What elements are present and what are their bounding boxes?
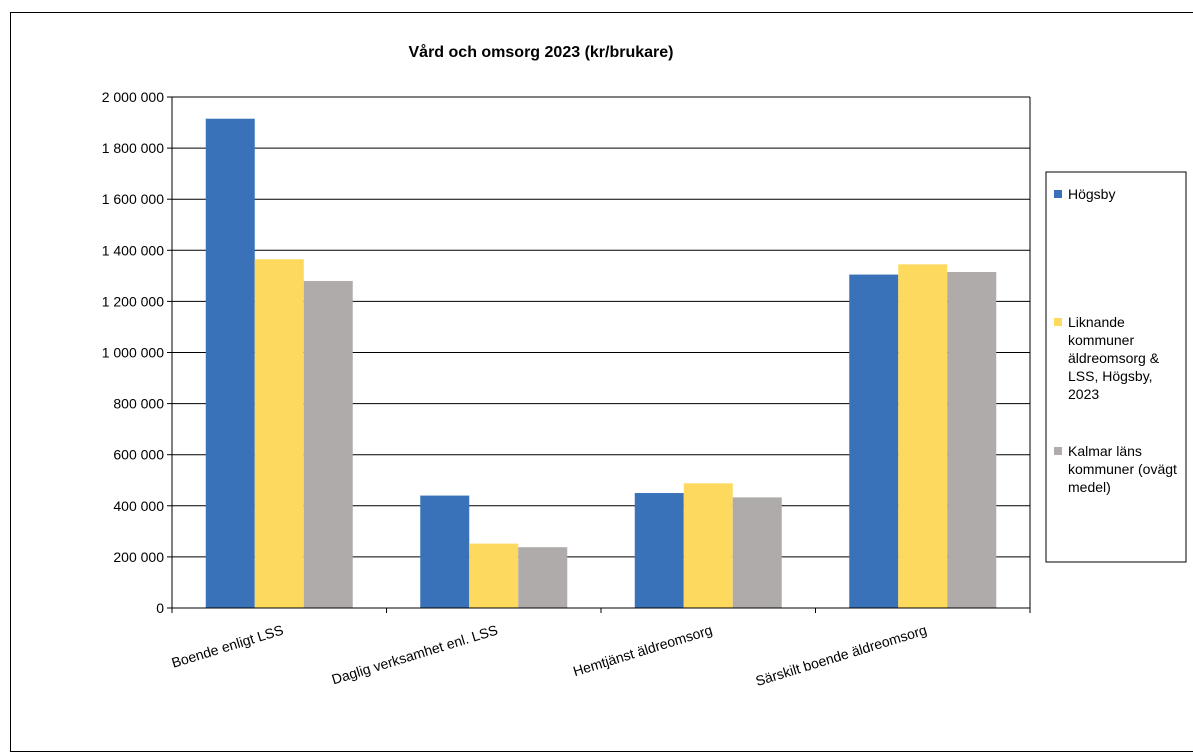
bar — [420, 495, 470, 608]
y-tick-label: 800 000 — [113, 396, 164, 412]
chart-title: Vård och omsorg 2023 (kr/brukare) — [409, 43, 674, 61]
legend: Högsby Liknande kommuner äldreomsorg & LSS, … — [1045, 171, 1187, 563]
y-tick-label: 200 000 — [113, 549, 164, 565]
x-tick-label: Hemtjänst äldreomsorg — [571, 622, 714, 680]
x-tick-label: Daglig verksamhet enl. LSS — [330, 622, 500, 688]
legend-swatch — [1054, 190, 1062, 198]
y-tick-label: 600 000 — [113, 447, 164, 463]
legend-label: Liknande kommuner äldreomsorg & LSS, Högsby… — [1068, 314, 1160, 402]
legend-label: Högsby — [1068, 186, 1115, 202]
bar — [634, 493, 684, 608]
bar — [898, 264, 948, 608]
axes — [167, 96, 1031, 613]
y-tick-label: 2 000 000 — [102, 89, 164, 105]
bar — [518, 547, 568, 608]
bar — [849, 274, 899, 608]
bar — [254, 259, 304, 608]
legend-swatch — [1054, 447, 1062, 455]
legend-box — [1045, 171, 1187, 563]
bar — [469, 543, 519, 608]
bars — [205, 118, 997, 608]
y-tick-labels: 0 200 000 400 000 600 000 800 000 1 000 000 1 … — [102, 89, 165, 616]
y-tick-label: 1 600 000 — [102, 191, 164, 207]
x-tick-label: Särskilt boende äldreomsorg — [754, 622, 929, 689]
bar — [683, 483, 733, 608]
bar — [947, 272, 997, 608]
y-tick-label: 1 800 000 — [102, 140, 164, 156]
x-tick-label: Boende enligt LSS — [170, 622, 286, 671]
legend-swatch — [1054, 318, 1062, 326]
bar — [303, 280, 353, 608]
y-tick-label: 0 — [156, 600, 164, 616]
bar — [205, 118, 255, 608]
y-tick-label: 400 000 — [113, 498, 164, 514]
legend-label: Kalmar läns kommuner (ovägt medel) — [1068, 443, 1177, 495]
bar — [732, 497, 782, 608]
y-tick-label: 1 000 000 — [102, 345, 164, 361]
y-tick-label: 1 200 000 — [102, 293, 164, 309]
y-tick-label: 1 400 000 — [102, 242, 164, 258]
x-tick-labels: Boende enligt LSS Daglig verksamhet enl. … — [170, 622, 929, 689]
